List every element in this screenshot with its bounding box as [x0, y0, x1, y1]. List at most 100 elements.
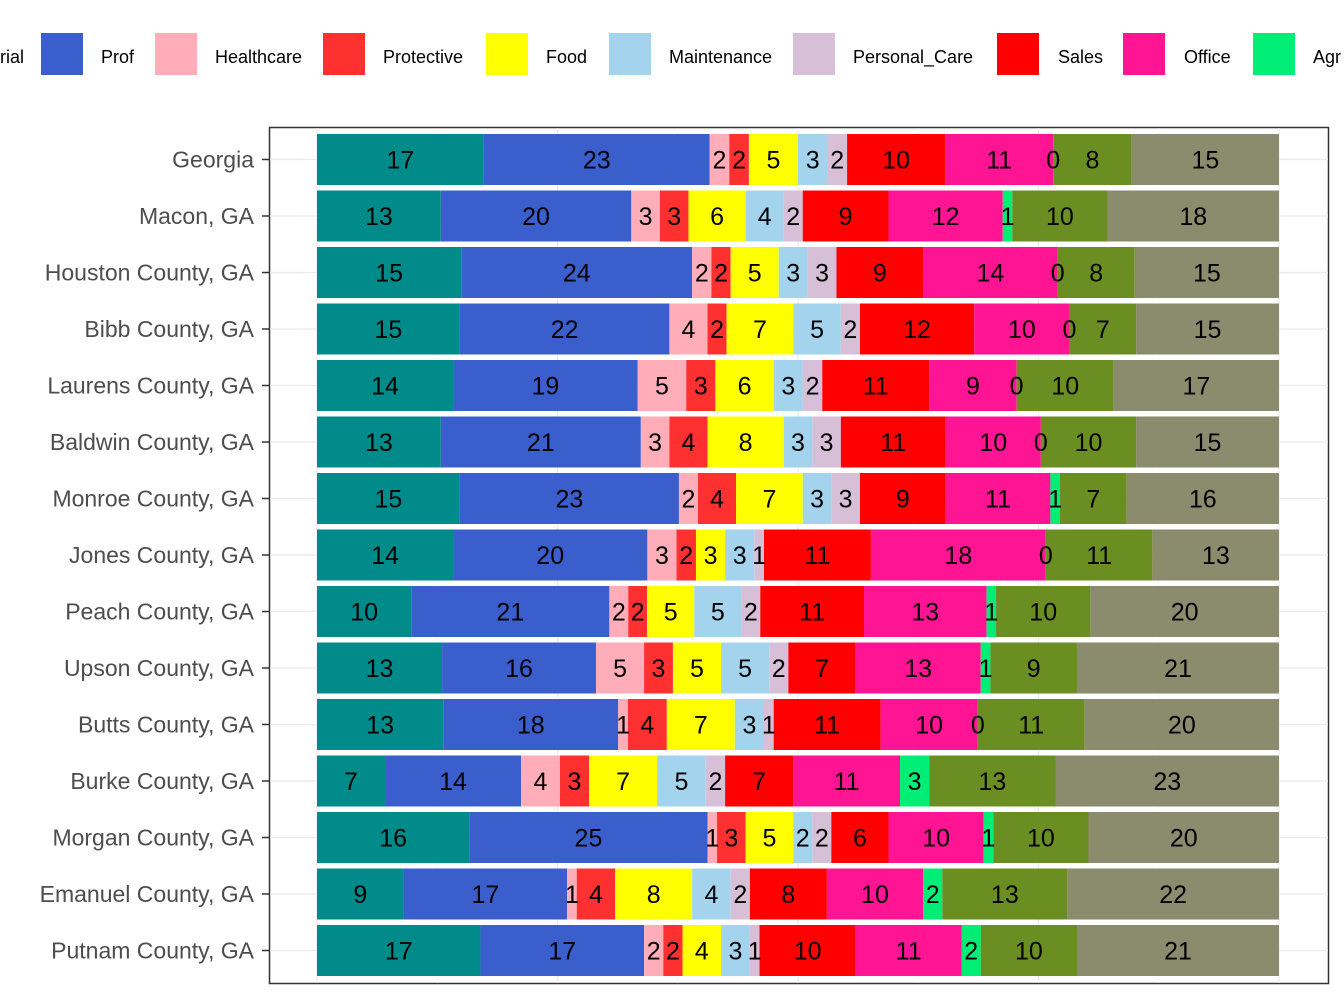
legend-label-clipped-left: rial [0, 47, 24, 67]
bar-value-label: 20 [1168, 712, 1196, 740]
legend-label: Agr [1313, 47, 1341, 67]
bar-value-label: 5 [674, 768, 688, 796]
bar-value-label: 5 [762, 825, 776, 853]
bar-segment-office [793, 755, 901, 807]
bar-segment-sales [831, 812, 889, 863]
bar-segment-healthcare [640, 416, 670, 468]
bar-value-label: 0 [1034, 429, 1048, 457]
bar-value-label: 13 [978, 768, 1006, 796]
bar-segment-prof [469, 812, 708, 863]
bar-value-label: 2 [815, 825, 829, 853]
bar-segment-protective [729, 134, 749, 185]
bar-value-label: 13 [911, 599, 939, 627]
bar-value-label: 5 [613, 655, 627, 683]
bar-value-label: 16 [379, 825, 407, 853]
bar-value-label: 17 [385, 938, 413, 966]
bar-segment-office [864, 586, 987, 637]
bar-segment-healthcare [709, 134, 730, 185]
bar-value-label: 6 [853, 825, 867, 853]
bar-value-label: 15 [1191, 147, 1219, 175]
bar-segment-food [672, 642, 722, 694]
bar-segment-healthcare [567, 868, 577, 920]
bar-segment-series-11 [1069, 303, 1137, 355]
bar-segment-sales [840, 416, 946, 468]
bar-value-label: 8 [781, 881, 795, 909]
bar-segment-healthcare [669, 303, 708, 355]
bar-segment-series-12 [1090, 586, 1279, 637]
bar-segment-series-10 [983, 812, 994, 863]
bar-value-label: 8 [647, 881, 661, 909]
y-tick-label: Macon, GA [139, 203, 255, 229]
bar-segment-sales [822, 360, 930, 411]
bar-value-label: 2 [772, 655, 786, 683]
bar-segment-series-1 [317, 586, 412, 637]
bar-segment-maintenance [721, 925, 750, 976]
bar-value-label: 10 [1008, 316, 1036, 344]
bar-value-label: 3 [839, 486, 853, 514]
y-axis: Georgia Macon, GA Houston County, GA Bibb C… [40, 147, 269, 964]
bar-segment-prof [411, 586, 610, 637]
bar-segment-food [682, 925, 722, 976]
bar-value-label: 4 [682, 429, 696, 457]
bar-value-label: 1 [1048, 486, 1062, 514]
bar-series [317, 134, 1279, 976]
bar-segment-series-12 [1136, 303, 1279, 355]
bar-value-label: 9 [839, 203, 853, 231]
bar-value-label: 13 [1202, 542, 1230, 570]
bar-value-label: 2 [796, 825, 810, 853]
bar-segment-series-12 [1067, 868, 1279, 920]
y-tick-label: Morgan County, GA [52, 825, 254, 851]
bar-segment-prof [453, 360, 638, 411]
bar-value-label: 18 [1179, 203, 1207, 231]
bar-value-label: 10 [861, 881, 889, 909]
bar-segment-healthcare [644, 925, 664, 976]
legend-key [609, 33, 651, 75]
bar-segment-series-11 [1040, 416, 1137, 468]
legend-key [155, 33, 197, 75]
bar-value-label: 8 [739, 429, 753, 457]
bar-segment-series-10 [1050, 473, 1060, 524]
bar-segment-office [974, 303, 1070, 355]
bar-value-label: 5 [810, 316, 824, 344]
bar-value-label: 3 [733, 542, 747, 570]
bar-segment-food [736, 473, 803, 524]
bar-segment-prof [453, 529, 648, 581]
bar-segment-series-1 [317, 473, 460, 524]
bar-value-label: 21 [1164, 655, 1192, 683]
bar-value-label: 11 [985, 486, 1011, 514]
bar-segment-office [826, 868, 924, 920]
bar-value-label: 1 [984, 599, 998, 627]
bar-value-label: 5 [711, 599, 725, 627]
bar-segment-series-11 [1012, 190, 1108, 242]
bar-segment-office [945, 134, 1054, 185]
bar-value-label: 3 [742, 712, 756, 740]
bar-segment-personal-care [807, 247, 837, 298]
bar-segment-series-11 [996, 586, 1091, 637]
bar-value-label: 14 [439, 768, 467, 796]
bar-value-label: 15 [375, 316, 403, 344]
bar-value-label: 1 [1001, 203, 1015, 231]
bar-segment-series-10 [900, 755, 930, 807]
bar-segment-healthcare [618, 699, 628, 750]
bar-value-label: 0 [1046, 147, 1060, 175]
bar-segment-series-12 [1084, 699, 1279, 750]
bar-segment-series-1 [317, 699, 444, 750]
bar-segment-series-1 [317, 134, 484, 185]
bar-segment-series-1 [317, 755, 386, 807]
bar-value-label: 0 [1010, 373, 1024, 401]
bar-value-label: 1 [748, 938, 762, 966]
bar-segment-series-11 [1045, 529, 1153, 581]
bar-value-label: 17 [471, 881, 499, 909]
bar-segment-maintenance [734, 699, 764, 750]
bar-segment-food [748, 134, 798, 185]
y-tick-label: Monroe County, GA [52, 486, 254, 512]
bar-segment-personal-care [827, 134, 848, 185]
bar-segment-office [945, 473, 1051, 524]
bar-value-label: 3 [652, 655, 666, 683]
bar-segment-maintenance [657, 755, 706, 807]
bar-value-label: 11 [804, 542, 830, 570]
bar-value-label: 7 [1086, 486, 1100, 514]
legend-key [1253, 33, 1295, 75]
bar-segment-series-12 [1131, 134, 1279, 185]
